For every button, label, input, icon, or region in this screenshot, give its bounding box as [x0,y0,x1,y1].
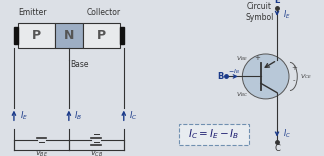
Text: P: P [97,29,106,42]
Text: P: P [32,29,41,42]
Text: Emitter: Emitter [18,8,46,17]
Text: -: - [293,78,295,84]
Text: C: C [274,144,280,154]
Circle shape [242,54,289,99]
Text: $V_{BE}$: $V_{BE}$ [236,54,249,63]
Bar [18,23,55,48]
Text: N: N [64,29,74,42]
Text: $V_{CE}$: $V_{CE}$ [300,72,312,81]
Text: +: + [255,55,260,61]
Text: $I_E$: $I_E$ [283,8,290,21]
Bar [14,27,18,44]
Text: $I_C = I_E - I_B$: $I_C = I_E - I_B$ [188,128,239,141]
Text: Collector: Collector [86,8,121,17]
Bar [55,23,83,48]
Text: Circuit
Symbol: Circuit Symbol [245,2,273,22]
FancyBboxPatch shape [179,124,249,145]
Text: $-I_B$: $-I_B$ [228,67,239,76]
Text: $V_{BC}$: $V_{BC}$ [236,90,249,99]
Text: $V_{CB}$: $V_{CB}$ [90,149,103,156]
Text: $I_C$: $I_C$ [129,109,137,122]
Text: Base: Base [70,60,89,69]
Text: +: + [291,65,297,71]
Bar [120,27,124,44]
Text: $I_C$: $I_C$ [283,128,291,140]
Text: E: E [274,0,280,5]
Text: B: B [217,72,224,81]
Text: $V_{BE}$: $V_{BE}$ [35,149,48,156]
Text: $I_E$: $I_E$ [20,109,28,122]
Text: $I_B$: $I_B$ [74,109,82,122]
Bar [83,23,120,48]
